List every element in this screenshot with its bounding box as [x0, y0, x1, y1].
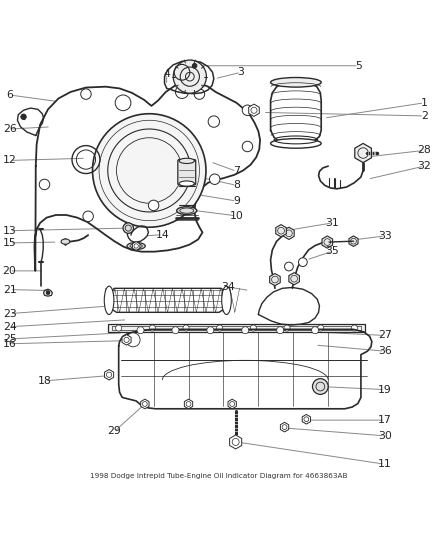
Polygon shape — [349, 236, 358, 246]
Text: 14: 14 — [155, 230, 169, 240]
Circle shape — [299, 258, 307, 266]
Text: 5: 5 — [355, 61, 362, 71]
Circle shape — [92, 114, 206, 227]
Ellipse shape — [179, 181, 194, 186]
Polygon shape — [141, 399, 149, 409]
Text: 25: 25 — [3, 334, 17, 344]
Circle shape — [192, 63, 197, 68]
Text: 2: 2 — [421, 111, 427, 121]
Text: 9: 9 — [233, 196, 240, 206]
Circle shape — [351, 325, 357, 331]
Polygon shape — [110, 288, 226, 312]
Polygon shape — [276, 224, 286, 237]
FancyBboxPatch shape — [178, 159, 196, 185]
Text: 30: 30 — [378, 431, 392, 441]
Ellipse shape — [127, 243, 145, 249]
Ellipse shape — [179, 158, 194, 164]
Text: 23: 23 — [3, 309, 17, 319]
Polygon shape — [355, 143, 371, 163]
Circle shape — [318, 325, 324, 331]
Text: 7: 7 — [233, 166, 240, 176]
Circle shape — [83, 211, 93, 222]
Circle shape — [311, 327, 318, 334]
Text: 8: 8 — [233, 180, 240, 190]
Text: 28: 28 — [417, 146, 431, 156]
Text: 31: 31 — [326, 218, 339, 228]
Text: 17: 17 — [378, 415, 392, 425]
Text: 34: 34 — [221, 282, 235, 292]
Ellipse shape — [61, 239, 70, 244]
Text: 3: 3 — [237, 67, 244, 77]
Polygon shape — [230, 435, 242, 449]
Circle shape — [242, 141, 253, 152]
Circle shape — [277, 327, 284, 334]
Text: 16: 16 — [3, 339, 17, 349]
Polygon shape — [132, 241, 140, 251]
Ellipse shape — [104, 286, 114, 314]
Polygon shape — [280, 422, 289, 432]
Text: 1: 1 — [421, 98, 427, 108]
Ellipse shape — [271, 139, 321, 148]
Ellipse shape — [222, 286, 231, 314]
Text: 32: 32 — [417, 161, 431, 171]
Circle shape — [194, 89, 205, 99]
Circle shape — [209, 174, 220, 184]
Polygon shape — [228, 399, 237, 409]
Circle shape — [242, 327, 249, 334]
Circle shape — [116, 325, 122, 331]
Circle shape — [250, 325, 256, 331]
Circle shape — [207, 327, 214, 334]
Circle shape — [217, 325, 223, 331]
Text: 27: 27 — [378, 330, 392, 341]
Circle shape — [21, 114, 26, 119]
Circle shape — [242, 105, 253, 116]
Polygon shape — [270, 273, 280, 286]
Ellipse shape — [271, 77, 321, 87]
Text: 20: 20 — [3, 266, 17, 276]
Circle shape — [39, 179, 50, 190]
Circle shape — [81, 89, 91, 99]
Circle shape — [149, 325, 155, 331]
Text: 12: 12 — [3, 156, 17, 165]
Polygon shape — [322, 236, 332, 248]
Polygon shape — [108, 324, 365, 332]
Text: 13: 13 — [3, 225, 17, 236]
Text: 10: 10 — [230, 211, 244, 221]
Circle shape — [183, 325, 189, 331]
Polygon shape — [122, 335, 131, 345]
Circle shape — [173, 60, 206, 93]
Text: 1998 Dodge Intrepid Tube-Engine Oil Indicator Diagram for 4663863AB: 1998 Dodge Intrepid Tube-Engine Oil Indi… — [90, 473, 348, 480]
Text: 19: 19 — [378, 385, 392, 394]
Polygon shape — [249, 104, 259, 116]
Text: 24: 24 — [3, 322, 17, 332]
Text: 29: 29 — [107, 426, 121, 437]
Polygon shape — [284, 227, 294, 239]
Circle shape — [284, 325, 290, 331]
Polygon shape — [289, 272, 300, 285]
Polygon shape — [184, 399, 193, 409]
Text: 36: 36 — [378, 346, 392, 356]
Circle shape — [285, 262, 293, 271]
Text: 26: 26 — [3, 124, 17, 134]
Circle shape — [172, 327, 179, 334]
Circle shape — [46, 291, 50, 294]
Text: 11: 11 — [378, 459, 392, 469]
Circle shape — [148, 200, 159, 211]
Text: 35: 35 — [326, 246, 339, 256]
Polygon shape — [105, 369, 113, 380]
Text: 15: 15 — [3, 238, 17, 248]
Text: 4: 4 — [163, 69, 170, 78]
Circle shape — [137, 327, 144, 334]
Circle shape — [312, 378, 328, 394]
Text: 18: 18 — [38, 376, 51, 386]
Polygon shape — [302, 415, 311, 424]
Text: 33: 33 — [378, 231, 392, 241]
Circle shape — [126, 333, 140, 347]
Text: 21: 21 — [3, 285, 17, 295]
Text: 6: 6 — [6, 90, 13, 100]
Ellipse shape — [177, 207, 197, 215]
Circle shape — [123, 223, 134, 233]
